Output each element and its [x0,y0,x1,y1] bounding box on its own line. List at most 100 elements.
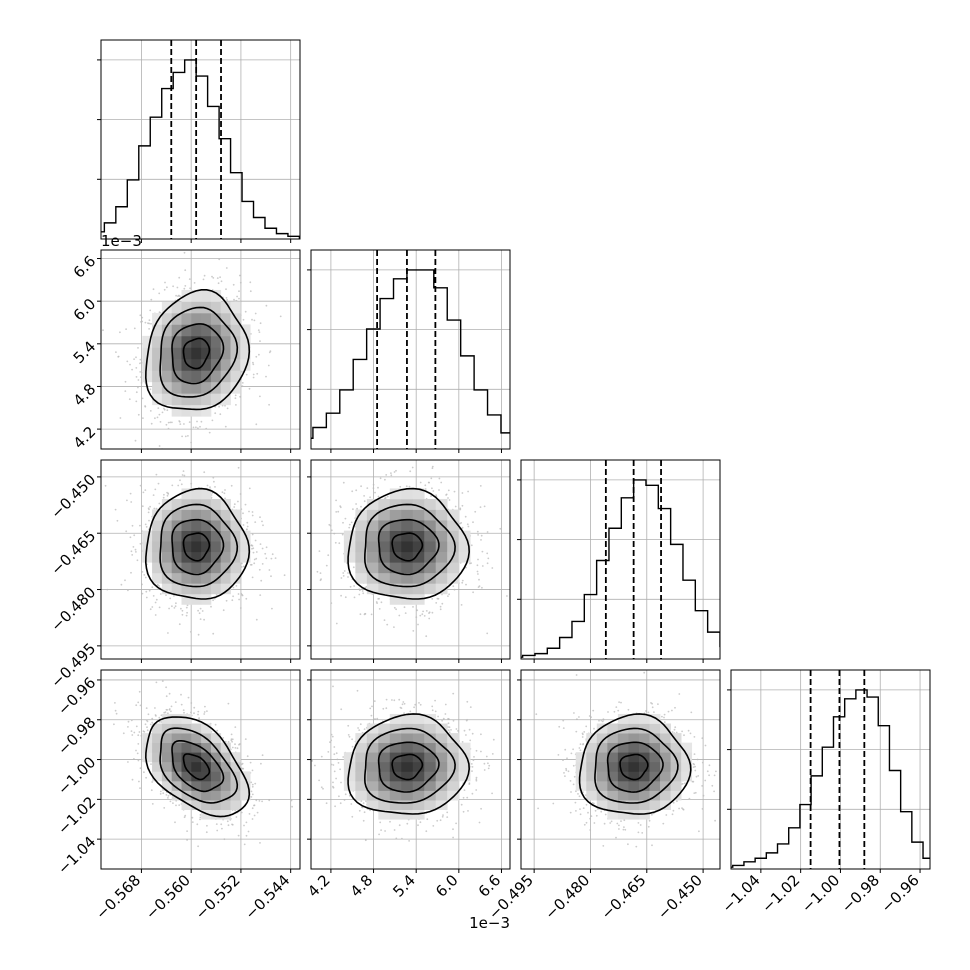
sample-point [199,607,202,610]
density-cell [240,347,251,360]
sample-point [395,469,397,472]
sample-point [154,417,156,420]
sample-point [427,481,430,484]
density-cell [161,324,173,337]
sample-point [135,356,137,359]
sample-point [448,593,450,596]
density-cell [389,520,402,531]
density-cell [447,530,460,542]
sample-point [220,280,223,283]
sample-point [131,524,134,527]
sample-point [171,484,174,487]
sample-point [147,507,150,510]
sample-point [95,361,97,363]
sample-point [239,607,242,609]
sample-point [251,511,254,513]
sample-point [480,534,483,537]
sample-point [158,445,161,447]
density-cell [378,551,391,563]
sample-point [411,466,414,469]
sample-point [184,814,187,817]
sample-point [390,472,392,474]
sample-point [364,612,366,615]
density-cell [401,562,414,574]
sample-point [265,546,268,549]
sample-point [212,476,215,479]
sample-point [259,322,262,325]
sample-point [174,605,177,608]
density-cell [424,509,437,521]
sample-point [168,692,171,695]
density-cell [378,572,391,584]
sample-point [154,488,157,491]
sample-point [136,752,139,755]
sample-point [189,287,192,290]
density-cell [366,498,379,510]
density-cell [152,335,163,348]
sample-point [221,827,223,830]
density-cell [220,551,231,563]
sample-point [149,505,152,508]
sample-point [369,496,371,499]
sample-point [540,572,542,574]
density-cell [161,583,173,595]
density-cell [191,358,202,371]
sample-point [149,309,152,312]
sample-point [258,353,260,356]
sample-point [477,558,479,561]
sample-point [191,821,194,823]
density-cell [378,541,391,553]
sample-point [183,423,185,425]
sample-point [138,690,141,693]
density-cell [181,393,192,406]
density-cell [210,301,222,314]
density-cell [366,541,379,553]
sample-point [188,421,191,423]
sample-point [127,589,129,592]
density-cell [401,530,414,542]
density-cell [210,541,222,553]
sample-point [225,267,228,269]
density-cell [412,530,425,542]
density-panel-p1-p2 [307,459,542,663]
sample-point [142,491,145,494]
sample-point [440,481,443,484]
density-cell [201,312,212,325]
sample-point [188,278,191,280]
sample-point [358,593,361,596]
density-cell [171,301,182,314]
sample-point [476,564,479,567]
sample-point [165,594,167,597]
sample-point [116,519,119,522]
sample-point [477,573,479,575]
density-cell [210,498,222,510]
sample-point [251,533,254,536]
sample-point [408,485,411,488]
density-cell [152,541,163,553]
density-cell [181,404,192,417]
density-panel-p0-p2: −0.495−0.480−0.465−0.450 [47,459,301,691]
sample-point [240,385,243,388]
sample-point [166,494,169,497]
sample-point [481,565,484,567]
sample-point [265,557,268,560]
sample-point [131,554,134,556]
sample-point [428,617,431,620]
sample-point [384,496,387,499]
density-cell [181,370,192,383]
density-cell [161,393,173,406]
sample-point [240,592,243,595]
density-cell [401,509,414,521]
sample-point [351,490,354,493]
density-cell [201,393,212,406]
sample-point [242,318,245,321]
sample-point [252,363,255,366]
density-cell [220,312,231,325]
contour-level-3 [363,503,456,588]
density-cell [355,530,368,542]
density-cell [389,498,402,510]
density-cell [435,509,448,521]
sample-point [156,583,159,586]
sample-point [177,484,180,487]
density-cell [240,335,251,348]
